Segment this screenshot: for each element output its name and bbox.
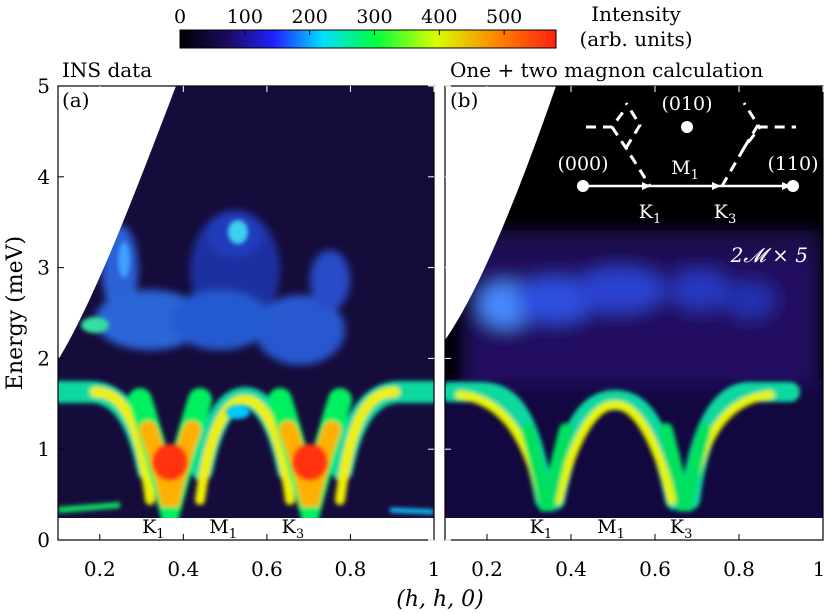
inset-label-000: (000) — [557, 153, 608, 175]
colorbar-tick-label: 0 — [174, 6, 186, 28]
inset-label-110: (110) — [767, 153, 818, 175]
y-tick-label: 0 — [37, 528, 50, 552]
x-tick-label: 0.8 — [335, 557, 367, 581]
high-symmetry-labels: K1 M1 K3 K1 M1 K3 — [142, 516, 692, 542]
inset-label-k3: K3 — [714, 201, 736, 227]
panel-a-tag: (a) — [62, 88, 90, 112]
y-tick-label: 4 — [37, 165, 50, 189]
panel-a-x-ticks: 0.2 0.4 0.6 0.8 1 — [84, 86, 440, 581]
y-tick-label: 1 — [37, 437, 50, 461]
x-tick-label: 0.2 — [84, 557, 116, 581]
colorbar-label-line2: (arb. units) — [579, 27, 692, 51]
panel-b-tag: (b) — [450, 88, 478, 112]
x-axis-label: (h, h, 0) — [396, 587, 483, 612]
inset-label-010: (010) — [661, 93, 712, 115]
colorbar-tick-label: 500 — [486, 6, 522, 28]
colorbar-tick-label: 200 — [292, 6, 328, 28]
x-tick-label: 0.2 — [471, 557, 503, 581]
x-tick-label: 0.4 — [555, 557, 587, 581]
colorbar-label-line1: Intensity — [591, 2, 681, 26]
hsym-label-k3: K3 — [670, 516, 692, 542]
x-tick-label: 1 — [813, 557, 826, 581]
inset-label-k1: K1 — [639, 201, 661, 227]
panel-b-title: One + two magnon calculation — [450, 58, 763, 82]
y-tick-label: 3 — [37, 256, 50, 280]
hsym-label-m1: M1 — [209, 516, 237, 542]
point-010-dot — [681, 121, 693, 133]
colorbar-tick-label: 300 — [356, 6, 392, 28]
bz-boundary — [586, 102, 796, 187]
hsym-label-m1: M1 — [597, 516, 625, 542]
y-tick-label: 2 — [37, 346, 50, 370]
colorbar-tick-label: 400 — [421, 6, 457, 28]
panel-a-title: INS data — [62, 58, 152, 82]
y-tick-label: 5 — [37, 74, 50, 98]
panel-b-heatmap — [445, 86, 823, 518]
panel-a: INS data — [58, 58, 434, 518]
panel-b-x-ticks: 0.2 0.4 0.6 0.8 1 — [471, 86, 825, 581]
hsym-label-k3: K3 — [282, 516, 304, 542]
x-tick-label: 1 — [428, 557, 441, 581]
panel-a-kinematic-mask — [58, 86, 176, 360]
panel-b-inset-bz: (000) (010) (110) M1 K1 K3 — [557, 93, 818, 227]
x-tick-label: 0.6 — [639, 557, 671, 581]
panel-b-frame — [444, 85, 824, 541]
point-000-dot — [577, 180, 589, 192]
colorbar-tick-label: 100 — [227, 6, 263, 28]
panel-a-frame — [57, 85, 435, 541]
inset-label-m1: M1 — [671, 157, 699, 183]
colorbar-ticks: 0 100 200 300 400 500 — [174, 6, 522, 35]
colorbar: 0 100 200 300 400 500 Intensity (arb. units) — [174, 2, 693, 51]
x-tick-label: 0.4 — [167, 557, 199, 581]
colorbar-gradient — [179, 29, 557, 49]
y-ticks: 0 1 2 3 4 5 — [37, 74, 451, 552]
y-axis-label: Energy (meV) — [3, 236, 28, 390]
point-110-dot — [787, 180, 799, 192]
panel-a-heatmap — [58, 86, 434, 518]
x-tick-label: 0.8 — [723, 557, 755, 581]
hsym-label-k1: K1 — [142, 516, 164, 542]
panel-b-annotation: 2𝓜 × 5 — [730, 243, 808, 267]
x-tick-label: 0.6 — [251, 557, 283, 581]
hsym-label-k1: K1 — [530, 516, 552, 542]
panel-b: One + two magnon calculation — [445, 58, 823, 518]
